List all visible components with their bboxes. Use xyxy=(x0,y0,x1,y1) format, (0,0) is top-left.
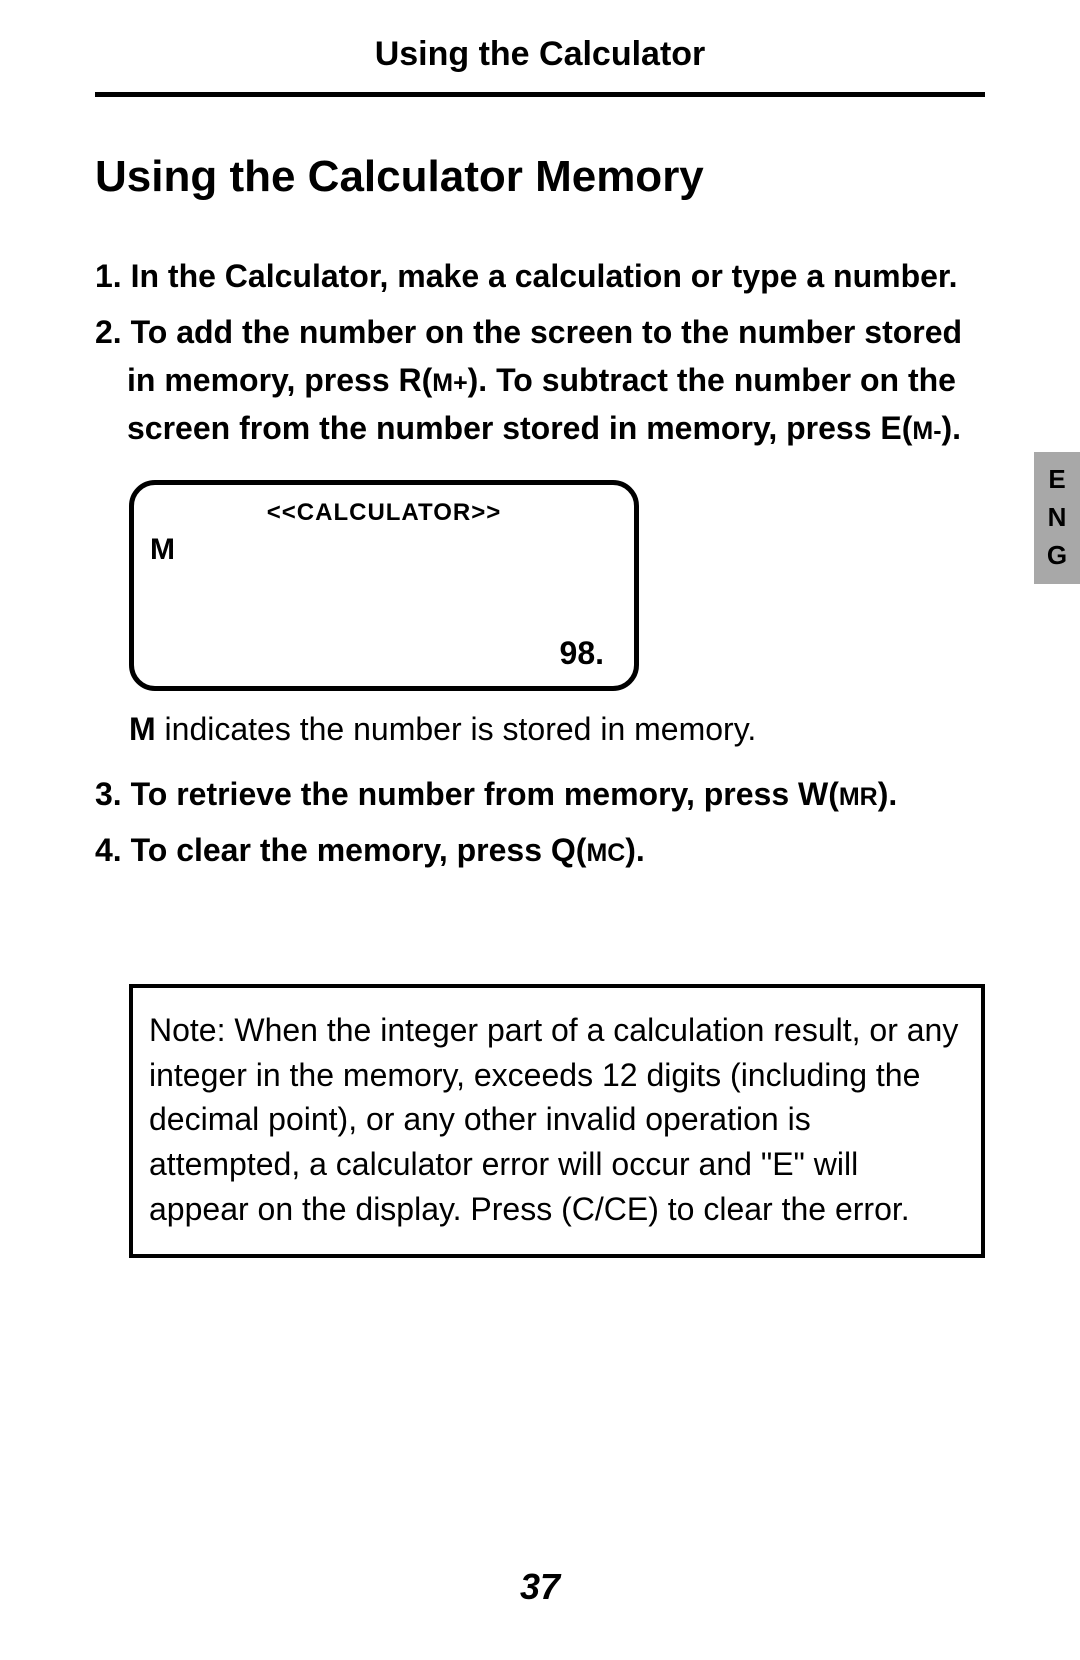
header-title: Using the Calculator xyxy=(95,35,985,74)
step-1: 1. In the Calculator, make a calculation… xyxy=(95,252,985,300)
note-box: Note: When the integer part of a calcula… xyxy=(129,984,985,1258)
step-1-text: In the Calculator, make a calculation or… xyxy=(131,258,958,294)
step-list: 1. In the Calculator, make a calculation… xyxy=(95,252,985,452)
step-3-num: 3. xyxy=(95,776,122,812)
calc-memory-indicator: M xyxy=(150,533,620,567)
page-number: 37 xyxy=(0,1566,1080,1608)
lang-n: N xyxy=(1048,499,1067,537)
step-list-continued: 3. To retrieve the number from memory, p… xyxy=(95,770,985,874)
step-2-num: 2. xyxy=(95,314,122,350)
calc-display-title: <<CALCULATOR>> xyxy=(148,499,620,527)
step-4-text-b: ). xyxy=(625,832,645,868)
step-3: 3. To retrieve the number from memory, p… xyxy=(95,770,985,818)
caption-rest: indicates the number is stored in memory… xyxy=(156,711,757,747)
step-3-mr: MR xyxy=(839,783,878,811)
calculator-display: <<CALCULATOR>> M 98. xyxy=(129,480,639,691)
step-3-text-a: To retrieve the number from memory, pres… xyxy=(131,776,839,812)
caption-bold: M xyxy=(129,711,156,747)
section-title: Using the Calculator Memory xyxy=(95,152,985,202)
step-2-text-c: ). xyxy=(942,410,962,446)
step-2: 2. To add the number on the screen to th… xyxy=(95,308,985,452)
step-2-mplus: M+ xyxy=(432,369,467,397)
step-4-mc: MC xyxy=(586,839,625,867)
step-2-mminus: M- xyxy=(912,417,941,445)
step-4-text-a: To clear the memory, press Q( xyxy=(131,832,587,868)
step-4-num: 4. xyxy=(95,832,122,868)
step-4: 4. To clear the memory, press Q(MC). xyxy=(95,826,985,874)
calc-display-value: 98. xyxy=(148,635,620,672)
lang-g: G xyxy=(1047,537,1067,575)
step-1-num: 1. xyxy=(95,258,122,294)
step-3-text-b: ). xyxy=(878,776,898,812)
language-tab: E N G xyxy=(1034,452,1080,584)
memory-caption: M indicates the number is stored in memo… xyxy=(129,707,985,752)
page-header: Using the Calculator xyxy=(95,35,985,97)
lang-e: E xyxy=(1048,461,1065,499)
